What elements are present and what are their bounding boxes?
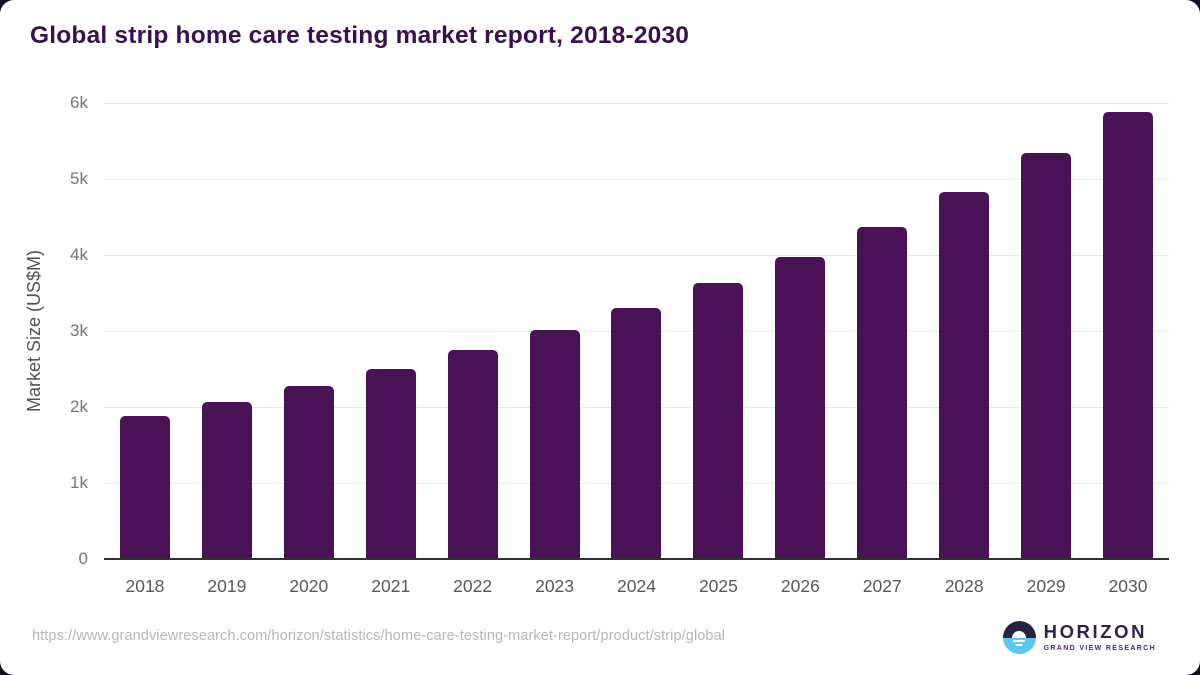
y-tick-label-0: 0 bbox=[78, 549, 88, 568]
logo-subbrand: GRAND VIEW RESEARCH bbox=[1043, 644, 1156, 652]
bar-2020[interactable] bbox=[283, 386, 334, 559]
logo-sky-half bbox=[1002, 621, 1036, 639]
gridline-6k bbox=[104, 103, 1169, 104]
x-tick-label-2021: 2021 bbox=[371, 576, 411, 596]
x-tick-label-2025: 2025 bbox=[698, 576, 738, 596]
bar-2030[interactable] bbox=[1103, 111, 1154, 559]
plot-area: Market Size (US$M) 0 1k 2k 3k 4k 5k 6k 2018 201… bbox=[24, 94, 1169, 596]
bar-column-2030: 2030 bbox=[1087, 103, 1169, 596]
bar-column-2018: 2018 bbox=[104, 103, 186, 596]
x-tick-label-2027: 2027 bbox=[862, 576, 902, 596]
x-tick-label-2024: 2024 bbox=[617, 576, 656, 596]
bar-2018[interactable] bbox=[119, 416, 170, 559]
bar-2021[interactable] bbox=[365, 369, 416, 559]
bar-column-2022: 2022 bbox=[432, 103, 514, 596]
bar-column-2028: 2028 bbox=[923, 103, 1005, 596]
x-axis-line bbox=[104, 558, 1169, 560]
logo-brand: HORIZON bbox=[1043, 621, 1148, 643]
chart-title: Global strip home care testing market re… bbox=[30, 22, 690, 49]
y-tick-label-2k: 2k bbox=[70, 397, 88, 416]
gridline-4k bbox=[104, 255, 1169, 256]
bar-2028[interactable] bbox=[939, 191, 990, 559]
x-tick-label-2026: 2026 bbox=[780, 576, 820, 596]
x-tick-label-2030: 2030 bbox=[1108, 576, 1148, 596]
horizon-logo: HORIZON GRAND VIEW RESEARCH bbox=[1002, 621, 1156, 654]
logo-sun-dome bbox=[1012, 631, 1027, 639]
logo-reflection-line-1 bbox=[1013, 640, 1026, 643]
x-tick-label-2019: 2019 bbox=[207, 576, 247, 596]
gridline-5k bbox=[104, 179, 1169, 180]
bar-column-2027: 2027 bbox=[841, 103, 923, 596]
bar-column-2021: 2021 bbox=[350, 103, 432, 596]
bar-column-2026: 2026 bbox=[759, 103, 841, 596]
y-tick-label-4k: 4k bbox=[70, 245, 88, 264]
logo-reflection-line-2 bbox=[1015, 644, 1023, 647]
bar-column-2029: 2029 bbox=[1005, 103, 1087, 596]
y-tick-labels: 0 1k 2k 3k 4k 5k 6k bbox=[24, 94, 88, 568]
bars-container: 2018 2019 2020 2021 2022 2023 2024 2025 2026 2027… bbox=[104, 103, 1169, 596]
y-tick-label-1k: 1k bbox=[70, 473, 88, 492]
y-tick-label-5k: 5k bbox=[70, 169, 88, 188]
bar-column-2019: 2019 bbox=[186, 103, 268, 596]
y-tick-label-6k: 6k bbox=[70, 93, 88, 112]
x-tick-label-2023: 2023 bbox=[535, 576, 575, 596]
y-tick-label-3k: 3k bbox=[70, 321, 88, 340]
bar-column-2025: 2025 bbox=[677, 103, 759, 596]
x-tick-label-2018: 2018 bbox=[125, 576, 165, 596]
bar-2029[interactable] bbox=[1021, 152, 1072, 559]
bar-2019[interactable] bbox=[201, 402, 252, 559]
x-tick-label-2020: 2020 bbox=[289, 576, 329, 596]
bar-2027[interactable] bbox=[857, 226, 908, 559]
x-tick-label-2022: 2022 bbox=[453, 576, 493, 596]
source-url: https://www.grandviewresearch.com/horizo… bbox=[32, 628, 726, 644]
x-tick-label-2029: 2029 bbox=[1026, 576, 1066, 596]
bar-2026[interactable] bbox=[775, 256, 826, 559]
bar-2024[interactable] bbox=[611, 308, 662, 559]
x-tick-label-2028: 2028 bbox=[944, 576, 984, 596]
bar-column-2020: 2020 bbox=[268, 103, 350, 596]
bar-column-2023: 2023 bbox=[514, 103, 596, 596]
bar-2022[interactable] bbox=[447, 350, 498, 559]
bar-2025[interactable] bbox=[693, 282, 744, 559]
horizon-sun-icon bbox=[1002, 621, 1036, 654]
bar-2023[interactable] bbox=[529, 330, 580, 559]
bar-column-2024: 2024 bbox=[596, 103, 678, 596]
logo-text: HORIZON GRAND VIEW RESEARCH bbox=[1044, 623, 1156, 652]
